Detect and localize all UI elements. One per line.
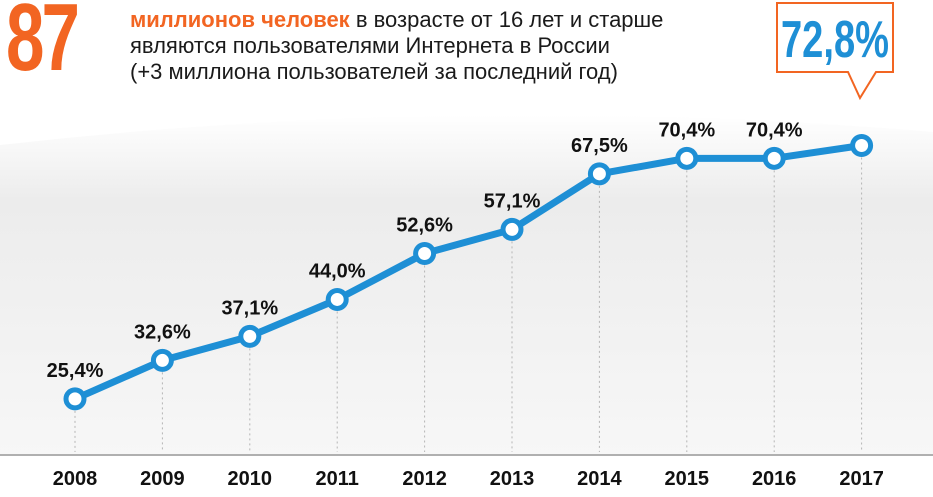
x-tick-label-2017: 2017 — [839, 468, 884, 490]
x-tick-label-2008: 2008 — [53, 468, 98, 490]
x-tick-label-2016: 2016 — [752, 468, 797, 490]
x-tick-label-2012: 2012 — [402, 468, 447, 490]
data-label-2015: 70,4% — [658, 119, 715, 141]
chart-background-band — [0, 114, 933, 456]
data-point-2009 — [150, 348, 174, 372]
headline-line-2: являются пользователями Интернета в Росс… — [130, 33, 610, 58]
data-point-2016 — [762, 146, 786, 170]
data-point-2011 — [325, 287, 349, 311]
data-label-2011: 44,0% — [309, 260, 366, 282]
data-point-2015 — [675, 146, 699, 170]
x-tick-label-2011: 2011 — [316, 468, 359, 490]
x-tick-label-2013: 2013 — [490, 468, 535, 490]
x-tick-label-2010: 2010 — [228, 468, 273, 490]
data-point-2017 — [850, 134, 874, 157]
data-point-2014 — [587, 162, 611, 186]
callout-value: 72,8% — [781, 11, 889, 69]
headline: миллионов человек в возрасте от 16 лет и… — [130, 7, 663, 85]
x-tick-label-2014: 2014 — [577, 468, 622, 490]
data-point-2010 — [238, 324, 262, 348]
big-number: 87 — [6, 0, 80, 91]
series-line — [71, 142, 866, 403]
data-point-2013 — [500, 217, 524, 241]
data-label-2010: 37,1% — [221, 297, 278, 319]
data-point-2012 — [413, 241, 437, 265]
data-label-2012: 52,6% — [396, 214, 453, 236]
x-tick-label-2009: 2009 — [140, 468, 185, 490]
headline-highlight: миллионов человек — [130, 7, 350, 32]
data-label-2014: 67,5% — [571, 135, 628, 157]
x-tick-label-2015: 2015 — [665, 468, 710, 490]
headline-line-3: (+3 миллиона пользователей за последний … — [130, 59, 618, 84]
headline-line-1-rest: в возрасте от 16 лет и старше — [349, 7, 664, 32]
data-point-2008 — [63, 387, 87, 411]
data-label-2009: 32,6% — [134, 321, 191, 343]
data-label-2016: 70,4% — [746, 119, 803, 141]
headline-line-1: миллионов человек в возрасте от 16 лет и… — [130, 7, 663, 33]
data-label-2013: 57,1% — [484, 190, 541, 212]
data-label-2008: 25,4% — [47, 360, 104, 382]
callout-box — [776, 2, 894, 101]
